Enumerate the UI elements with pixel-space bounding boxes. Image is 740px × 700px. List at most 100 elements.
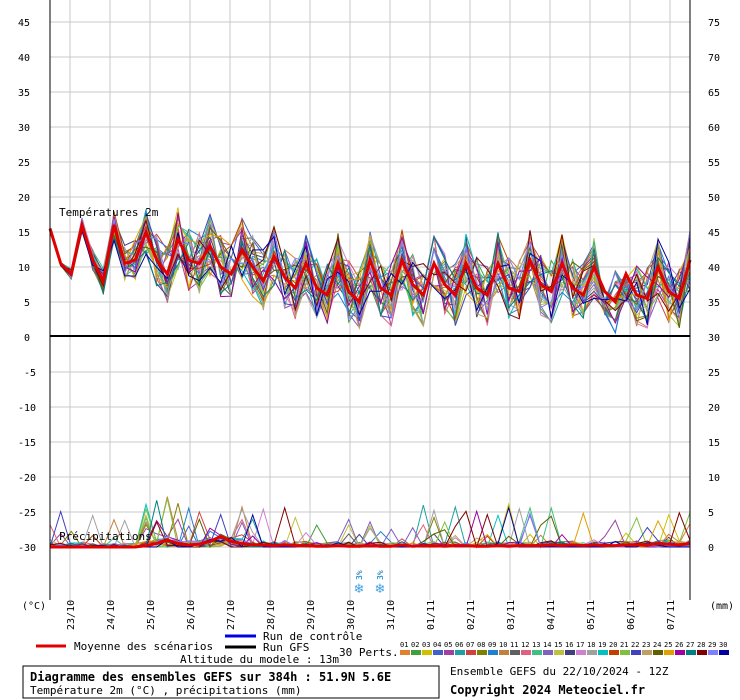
left-tick-label: 40 [18,53,30,64]
right-tick-label: 20 [708,403,720,414]
mean-temperature-line [48,219,692,305]
member-legend-swatch [543,650,553,655]
perts-legend-label: 30 Perts. [339,646,399,659]
run-label: Ensemble GEFS du 22/10/2024 - 12Z [450,665,669,678]
member-temperature-line [49,228,691,326]
left-tick-label: 15 [18,228,30,239]
date-tick-label: 27/10 [226,600,237,630]
member-legend-swatch [719,650,729,655]
member-legend-swatch [609,650,619,655]
member-legend-swatch [664,650,674,655]
right-tick-label: 45 [708,228,720,239]
left-tick-label: 0 [24,333,30,344]
member-legend-swatch [444,650,454,655]
date-tick-label: 31/10 [386,600,397,630]
member-legend-swatch [499,650,509,655]
copyright: Copyright 2024 Meteociel.fr [450,683,645,697]
member-legend-label: 12 [521,641,529,649]
control-legend-label: Run de contrôle [263,630,362,643]
right-tick-label: 40 [708,263,720,274]
left-unit: (°C) [22,601,46,612]
mean-series [48,219,692,549]
right-tick-label: 25 [708,368,720,379]
member-legend-label: 19 [598,641,606,649]
member-legend-swatch [455,650,465,655]
member-temperature-line [49,221,691,324]
date-tick-label: 29/10 [306,600,317,630]
member-temperature-line [49,217,691,323]
member-temperature-line [49,216,691,326]
date-tick-label: 05/11 [586,600,597,630]
footer-box [22,665,440,699]
member-legend: 01 02 03 04 05 06 07 08 09 10 11 12 13 14 15 16 17 18 19 20… [400,641,729,655]
right-tick-label: 75 [708,18,720,29]
snowflake-icon: ❄ [375,582,386,597]
member-legend-label: 06 [455,641,463,649]
member-legend-swatch [532,650,542,655]
member-legend-label: 21 [620,641,628,649]
member-legend-label: 07 [466,641,474,649]
member-legend-swatch [620,650,630,655]
right-unit: (mm) [710,601,734,612]
mean-precipitation-line [50,534,691,549]
member-legend-label: 18 [587,641,595,649]
gfs-legend-label: Run GFS [263,641,309,654]
member-legend-swatch [488,650,498,655]
right-tick-label: 5 [708,508,714,519]
member-temperature-line [49,211,691,326]
left-tick-label: -15 [18,438,36,449]
member-temperature-line [49,222,691,323]
member-legend-swatch [477,650,487,655]
member-legend-label: 28 [697,641,705,649]
member-legend-label: 26 [675,641,683,649]
date-tick-label: 07/11 [666,600,677,630]
left-tick-label: -10 [18,403,36,414]
precipitation-panel-title: Précipitations [59,530,152,543]
left-tick-label: 35 [18,88,30,99]
member-legend-label: 27 [686,641,694,649]
left-tick-label: -20 [18,473,36,484]
right-tick-label: 35 [708,298,720,309]
member-temperature-line [49,217,691,321]
date-tick-label: 25/10 [146,600,157,630]
left-tick-label: -5 [24,368,36,379]
right-tick-label: 30 [708,333,720,344]
left-tick-label: 20 [18,193,30,204]
date-tick-label: 28/10 [266,600,277,630]
date-tick-label: 30/10 [346,600,357,630]
member-legend-swatch [411,650,421,655]
left-tick-label: 25 [18,158,30,169]
snow-markers: 3% ❄ 3% ❄ [354,570,386,597]
member-temperature-line [49,209,691,328]
member-legend-label: 20 [609,641,617,649]
member-legend-swatch [675,650,685,655]
left-tick-label: 10 [18,263,30,274]
member-legend-swatch [422,650,432,655]
member-legend-label: 22 [631,641,639,649]
mean-legend-label: Moyenne des scénarios [74,640,213,653]
member-legend-label: 11 [510,641,518,649]
temperature-panel-title: Températures 2m [59,206,159,219]
member-legend-swatch [521,650,531,655]
left-tick-label: -30 [18,543,36,554]
date-tick-label: 24/10 [106,600,117,630]
member-legend-label: 17 [576,641,584,649]
snow-percent: 3% [376,570,385,580]
member-legend-label: 14 [543,641,551,649]
member-legend-label: 25 [664,641,672,649]
member-legend-label: 24 [653,641,661,649]
date-tick-label: 03/11 [506,600,517,630]
member-legend-label: 04 [433,641,441,649]
member-legend-swatch [653,650,663,655]
right-tick-label: 70 [708,53,720,64]
left-tick-label: -25 [18,508,36,519]
member-legend-swatch [565,650,575,655]
member-legend-swatch [642,650,652,655]
footer-subtitle: Température 2m (°C) , précipitations (mm… [30,684,302,697]
date-tick-label: 23/10 [66,600,77,630]
member-legend-label: 09 [488,641,496,649]
date-tick-label: 02/11 [466,600,477,630]
left-tick-label: 30 [18,123,30,134]
member-temperature-line [49,215,691,322]
